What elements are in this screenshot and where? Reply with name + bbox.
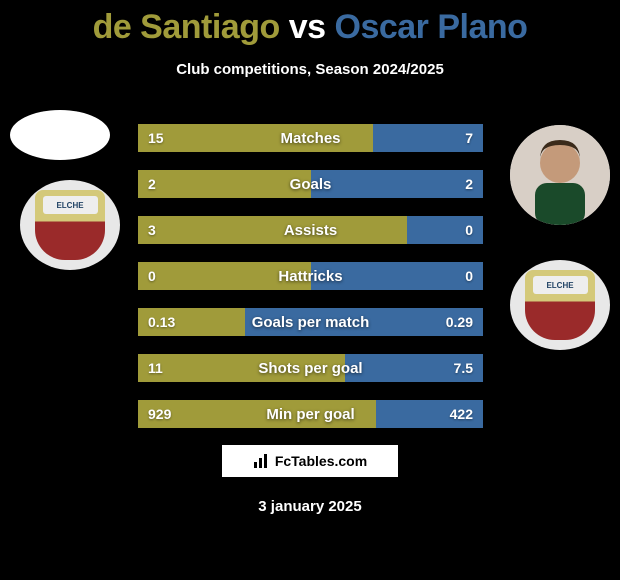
player1-club-badge: ELCHE: [20, 180, 120, 270]
stat-left-value: 929: [138, 400, 376, 428]
stat-right-value: 0.29: [245, 308, 483, 336]
elche-badge-icon: ELCHE: [35, 190, 105, 260]
footer-logo-text: FcTables.com: [275, 453, 367, 469]
player2-club-badge: ELCHE: [510, 260, 610, 350]
footer-date: 3 january 2025: [0, 498, 620, 515]
vs-text: vs: [289, 8, 326, 46]
player2-name: Oscar Plano: [335, 8, 528, 46]
stat-row: 22Goals: [138, 170, 483, 198]
page-title: de Santiago vs Oscar Plano: [0, 0, 620, 47]
stat-left-value: 3: [138, 216, 407, 244]
stat-row: 929422Min per goal: [138, 400, 483, 428]
stat-row: 30Assists: [138, 216, 483, 244]
stat-row: 157Matches: [138, 124, 483, 152]
stat-right-value: 422: [376, 400, 483, 428]
stat-left-value: 11: [138, 354, 345, 382]
player1-photo-placeholder: [10, 110, 110, 160]
subtitle: Club competitions, Season 2024/2025: [0, 61, 620, 78]
stat-row: 0.130.29Goals per match: [138, 308, 483, 336]
stat-row: 00Hattricks: [138, 262, 483, 290]
stat-right-value: 0: [311, 262, 483, 290]
stat-left-value: 0.13: [138, 308, 245, 336]
stat-right-value: 0: [407, 216, 483, 244]
stat-row: 117.5Shots per goal: [138, 354, 483, 382]
elche-badge-icon: ELCHE: [525, 270, 595, 340]
player2-photo: [510, 125, 610, 225]
stat-right-value: 7.5: [345, 354, 483, 382]
person-icon: [510, 125, 610, 225]
stat-right-value: 7: [373, 124, 483, 152]
chart-icon: [253, 453, 269, 469]
stat-left-value: 2: [138, 170, 311, 198]
stat-left-value: 15: [138, 124, 373, 152]
footer-logo: FcTables.com: [221, 444, 399, 478]
player1-name: de Santiago: [93, 8, 280, 46]
stat-right-value: 2: [311, 170, 483, 198]
stat-left-value: 0: [138, 262, 311, 290]
comparison-chart: 157Matches 22Goals 30Assists 00Hattricks 0.1…: [138, 124, 483, 446]
